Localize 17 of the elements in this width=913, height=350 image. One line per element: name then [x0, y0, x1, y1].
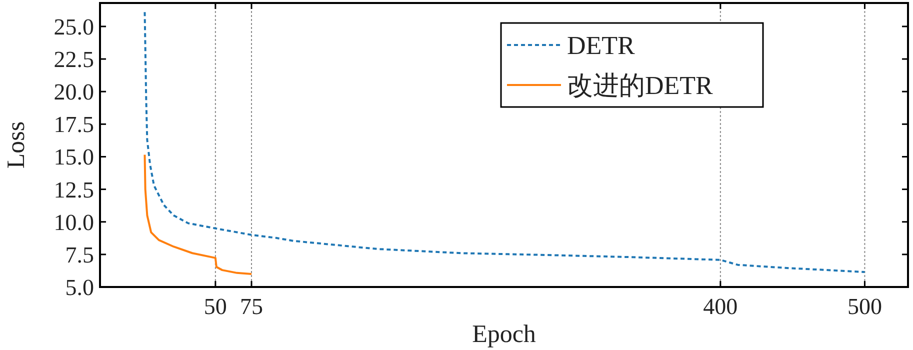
x-tick-label: 50 [204, 294, 227, 319]
y-tick-label: 15.0 [54, 144, 94, 170]
y-tick-label: 17.5 [54, 112, 94, 138]
legend-label: 改进的DETR [567, 71, 714, 100]
y-axis-title: Loss [3, 121, 30, 169]
legend-label: DETR [567, 31, 636, 60]
y-tick-label: 25.0 [54, 14, 94, 40]
y-tick-label: 5.0 [65, 275, 94, 300]
x-tick-label: 400 [703, 294, 738, 319]
y-tick-label: 10.0 [54, 210, 94, 235]
y-tick-label: 12.5 [54, 177, 94, 202]
y-tick-label: 7.5 [65, 242, 94, 268]
x-tick-label: 500 [847, 294, 882, 319]
y-tick-label: 22.5 [54, 47, 94, 72]
x-axis-title: Epoch [472, 321, 536, 348]
x-tick-label: 75 [240, 294, 263, 319]
y-tick-label: 20.0 [54, 80, 94, 105]
